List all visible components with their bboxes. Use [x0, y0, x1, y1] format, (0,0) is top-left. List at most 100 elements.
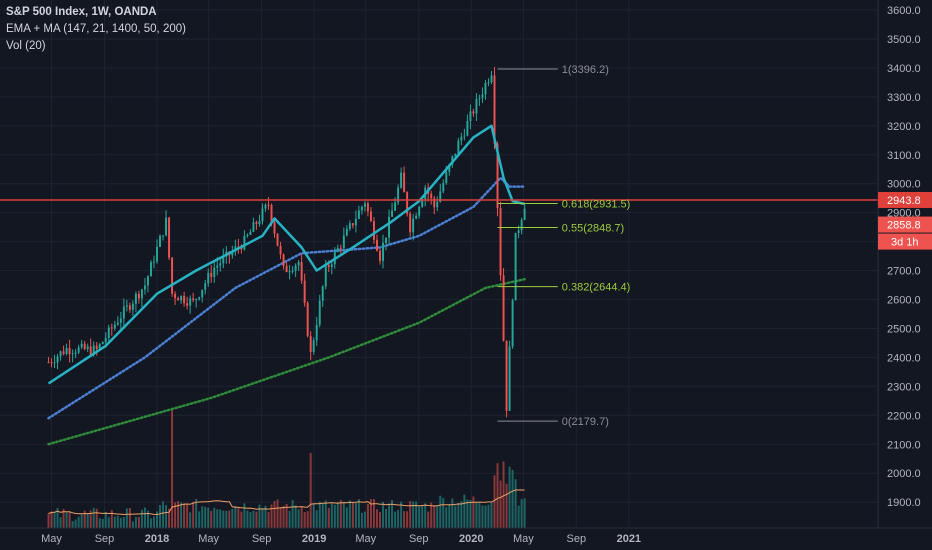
candle-body [98, 344, 101, 349]
candle-body [86, 346, 89, 350]
candle-body [484, 82, 487, 95]
candle-body [303, 280, 306, 304]
candle-body [171, 257, 174, 294]
volume-bar [186, 504, 189, 529]
volume-bar [156, 511, 158, 529]
volume-bar [159, 505, 161, 529]
candle-body [454, 153, 457, 157]
volume-bar [168, 508, 171, 529]
candle-body [511, 300, 514, 347]
price-axis [878, 0, 932, 550]
volume-bar [382, 501, 384, 529]
candle-body [246, 234, 249, 236]
candle-body [505, 340, 508, 411]
volume-bar [53, 511, 56, 529]
volume-bar [86, 513, 89, 529]
volume-bar [336, 502, 339, 529]
volume-bar [409, 501, 412, 529]
candle-body [204, 283, 207, 290]
candle-body [92, 345, 95, 355]
candle-body [210, 272, 213, 278]
volume-bar [143, 507, 146, 529]
candle-body [237, 246, 240, 248]
volume-bar [360, 512, 363, 529]
volume-bar [460, 501, 463, 529]
volume-bar [59, 517, 62, 529]
time-axis [0, 528, 932, 550]
candle-body [345, 228, 348, 236]
volume-bar [406, 511, 409, 529]
volume-bar [98, 518, 101, 529]
volume-bar [246, 510, 249, 529]
volume-bar [282, 505, 285, 529]
candle-body [110, 327, 113, 329]
candle-body [409, 213, 412, 233]
time-axis-tick: May [513, 533, 534, 545]
volume-bar [210, 510, 213, 529]
symbol-title[interactable]: S&P 500 Index, 1W, OANDA [6, 6, 157, 18]
price-axis-tick: 2600.0 [887, 295, 921, 307]
price-axis-tick: 2500.0 [887, 323, 921, 335]
candle-body [222, 256, 225, 264]
candle-body [153, 261, 155, 263]
volume-bar [475, 502, 478, 529]
candle-body [382, 242, 384, 261]
volume-bar [457, 502, 460, 529]
volume-bar [493, 475, 496, 529]
candle-body [174, 293, 177, 299]
candle-body [312, 340, 315, 352]
candle-body [249, 231, 252, 235]
volume-bar [523, 498, 526, 529]
candle-body [267, 204, 270, 206]
candle-body [466, 121, 469, 136]
volume-bar [327, 507, 330, 529]
candle-body [397, 187, 400, 203]
candle-body [162, 235, 165, 237]
resistance-price-tag [878, 191, 932, 208]
candle-body [297, 261, 300, 266]
indicator-legend[interactable]: EMA + MA (147, 21, 1400, 50, 200) [6, 23, 186, 35]
price-axis-tick: 3000.0 [887, 179, 921, 191]
candle-body [252, 222, 255, 232]
volume-bar [113, 516, 116, 529]
candle-body [62, 351, 65, 355]
volume-bar [225, 510, 228, 529]
candle-body [493, 75, 496, 144]
volume-bar [180, 502, 183, 529]
volume-bar [153, 516, 155, 529]
candle-body [65, 348, 68, 355]
volume-bar [324, 500, 327, 529]
candle-body [180, 295, 183, 301]
candle-body [418, 206, 421, 216]
countdown-label: 3d 1h [891, 237, 919, 249]
volume-bar [140, 509, 143, 529]
volume-bar [122, 517, 125, 529]
volume-bar [345, 507, 348, 529]
candle-body [288, 271, 291, 273]
volume-ma-line [48, 489, 525, 516]
candle-body [463, 135, 466, 137]
volume-bar [222, 510, 225, 529]
volume-bar [400, 501, 403, 529]
volume-bar [333, 504, 336, 529]
volume-bar [397, 509, 400, 529]
volume-bar [297, 509, 300, 529]
volume-bar [442, 497, 445, 529]
volume-bar [379, 512, 381, 529]
candle-body [279, 245, 282, 255]
volume-bar [68, 511, 71, 529]
volume-bar [65, 512, 68, 529]
candle-body [255, 222, 258, 225]
volume-bar [137, 516, 140, 529]
candle-body [128, 305, 131, 310]
price-axis-tick: 3300.0 [887, 92, 921, 104]
candle-body [481, 94, 484, 99]
volume-bar [303, 512, 306, 529]
volume-bar [204, 506, 207, 529]
candle-body [394, 202, 397, 211]
volume-bar [273, 501, 276, 529]
volume-bar [131, 521, 134, 529]
volume-legend[interactable]: Vol (20) [6, 40, 46, 52]
